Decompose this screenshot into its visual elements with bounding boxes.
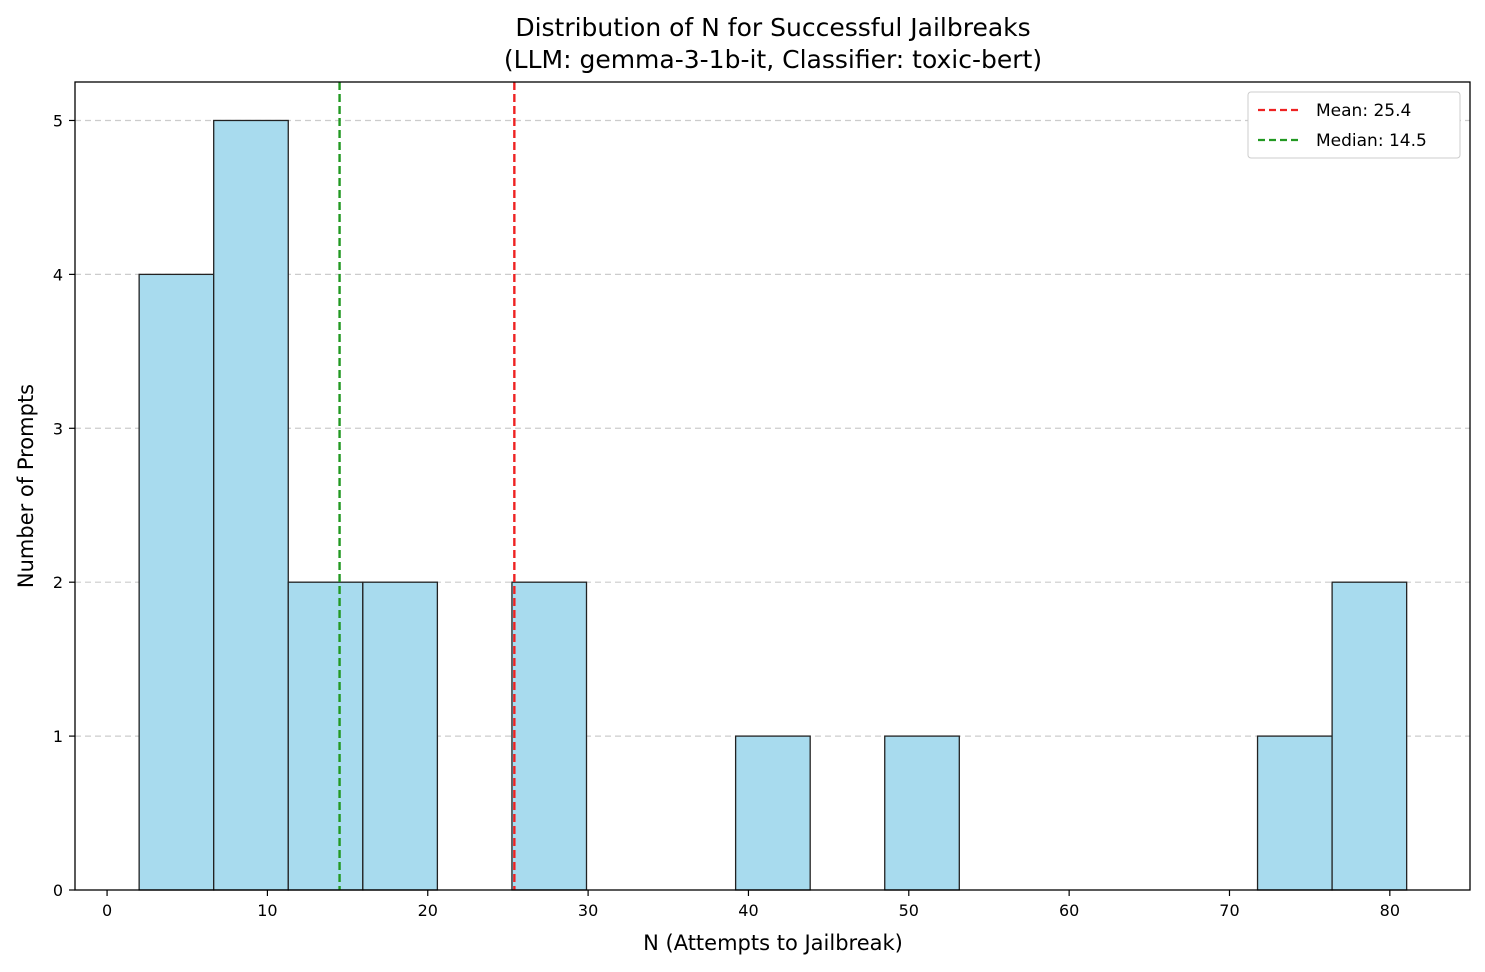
legend-box xyxy=(1247,91,1461,159)
histogram-bar-4 xyxy=(511,581,588,891)
histogram-bar-6 xyxy=(884,735,960,891)
histogram-bar-5 xyxy=(734,735,811,891)
histogram-bars xyxy=(138,119,1408,891)
y-tick-label-3: 3 xyxy=(53,419,63,438)
x-tick-label-60: 60 xyxy=(1059,901,1079,920)
x-tick-label-20: 20 xyxy=(418,901,438,920)
x-axis-ticks: 0 10 20 30 40 50 60 70 80 xyxy=(102,890,1400,920)
x-axis-label: N (Attempts to Jailbreak) xyxy=(643,931,903,955)
x-tick-label-40: 40 xyxy=(738,901,758,920)
legend-median-label: Median: 14.5 xyxy=(1316,131,1427,151)
histogram-bar-2 xyxy=(287,581,364,891)
x-tick-label-70: 70 xyxy=(1219,901,1239,920)
x-tick-label-0: 0 xyxy=(102,901,112,920)
legend-mean-label: Mean: 25.4 xyxy=(1316,101,1411,121)
x-tick-label-50: 50 xyxy=(899,901,919,920)
y-axis-label: Number of Prompts xyxy=(14,384,38,588)
x-tick-label-10: 10 xyxy=(257,901,277,920)
histogram-bar-1 xyxy=(213,119,289,891)
histogram-bar-8 xyxy=(1331,581,1408,891)
x-tick-label-30: 30 xyxy=(578,901,598,920)
histogram-bar-0 xyxy=(138,273,215,891)
legend: Mean: 25.4 Median: 14.5 xyxy=(1247,91,1461,159)
y-tick-label-0: 0 xyxy=(53,881,63,900)
x-tick-label-80: 80 xyxy=(1380,901,1400,920)
plot-area-frame xyxy=(74,81,1471,891)
chart-title-line1: Distribution of N for Successful Jailbre… xyxy=(515,13,1030,42)
y-axis-ticks: 0 1 2 3 4 5 xyxy=(53,111,75,900)
histogram-bar-3 xyxy=(362,581,439,891)
y-tick-label-4: 4 xyxy=(53,265,63,284)
histogram-bar-7 xyxy=(1256,735,1333,891)
chart-title-line2: (LLM: gemma-3-1b-it, Classifier: toxic-b… xyxy=(504,45,1042,74)
y-tick-label-1: 1 xyxy=(53,727,63,746)
reference-lines xyxy=(338,82,516,890)
y-tick-label-2: 2 xyxy=(53,573,63,592)
y-tick-label-5: 5 xyxy=(53,111,63,130)
